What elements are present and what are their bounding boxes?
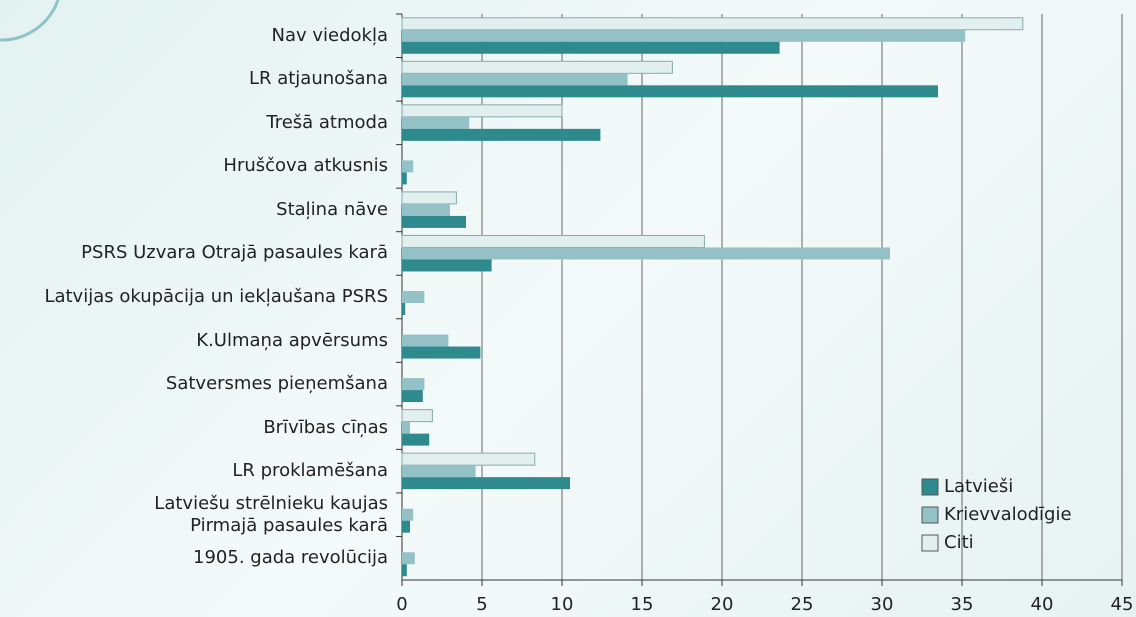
bar [402,73,628,86]
x-tick-label: 40 [1031,594,1054,615]
y-tick-label: 1905. gada revolūcija [193,547,388,569]
bar [402,203,450,216]
y-tick-label: Latviešu strēlnieku kaujas Pirmajā pasau… [154,492,388,536]
y-tick-label: Latvijas okupācija un iekļaušana PSRS [44,286,388,307]
x-tick-label: 30 [871,594,894,615]
decoration [0,0,60,42]
y-tick-label: PSRS Uzvara Otrajā pasaules karā [81,242,388,264]
bar [402,465,476,478]
y-tick-label: LR proklamēšana [232,460,388,482]
y-tick-label: Satversmes pieņemšana [165,373,388,395]
bar [402,41,780,54]
bar [402,259,492,272]
bar [401,234,705,248]
bar [402,552,415,565]
x-tick-label: 15 [631,594,654,615]
bar [402,390,423,403]
legend-label: Krievvalodīgie [944,504,1072,525]
bar [402,334,449,347]
x-tick-label: 20 [711,594,734,615]
bar [402,291,425,303]
x-tick-label: 45 [1111,594,1134,615]
bar [402,378,425,391]
bar [402,116,470,129]
bar [401,60,673,74]
x-tick-label: 25 [791,594,814,615]
bar [402,520,410,533]
bar [402,29,966,42]
bar [402,433,430,446]
bar [402,247,890,260]
y-tick-label: LR atjaunošana [248,68,388,90]
bar [401,452,536,466]
y-tick-label: K.Ulmaņa apvērsums [196,329,388,351]
bar [402,421,410,434]
bar [402,172,407,185]
bar [402,303,406,315]
y-tick-label: Nav viedokļa [271,24,389,46]
bar [401,17,1024,31]
bar [401,409,433,423]
bar [402,508,414,521]
bar [401,191,457,205]
bar [402,85,938,98]
legend-label: Latvieši [944,476,1013,497]
bar [402,215,466,228]
legend-label: Citi [944,532,974,553]
y-tick-label: Staļina nāve [276,198,388,220]
x-tick-label: 10 [551,594,574,615]
legend-swatch [921,534,939,552]
y-tick-label: Brīvības cīņas [263,416,388,438]
y-tick-label: Hruščova atkusnis [223,155,388,177]
bar [402,128,601,141]
y-tick-label: Trešā atmoda [266,111,388,133]
legend-swatch [921,506,939,524]
x-tick-label: 0 [396,594,407,615]
bar [402,346,481,359]
bar [402,160,414,173]
bar [402,564,407,577]
bar [401,104,563,118]
bar [402,477,570,490]
x-tick-label: 35 [951,594,974,615]
x-tick-label: 5 [476,594,487,615]
legend-swatch [921,478,939,496]
